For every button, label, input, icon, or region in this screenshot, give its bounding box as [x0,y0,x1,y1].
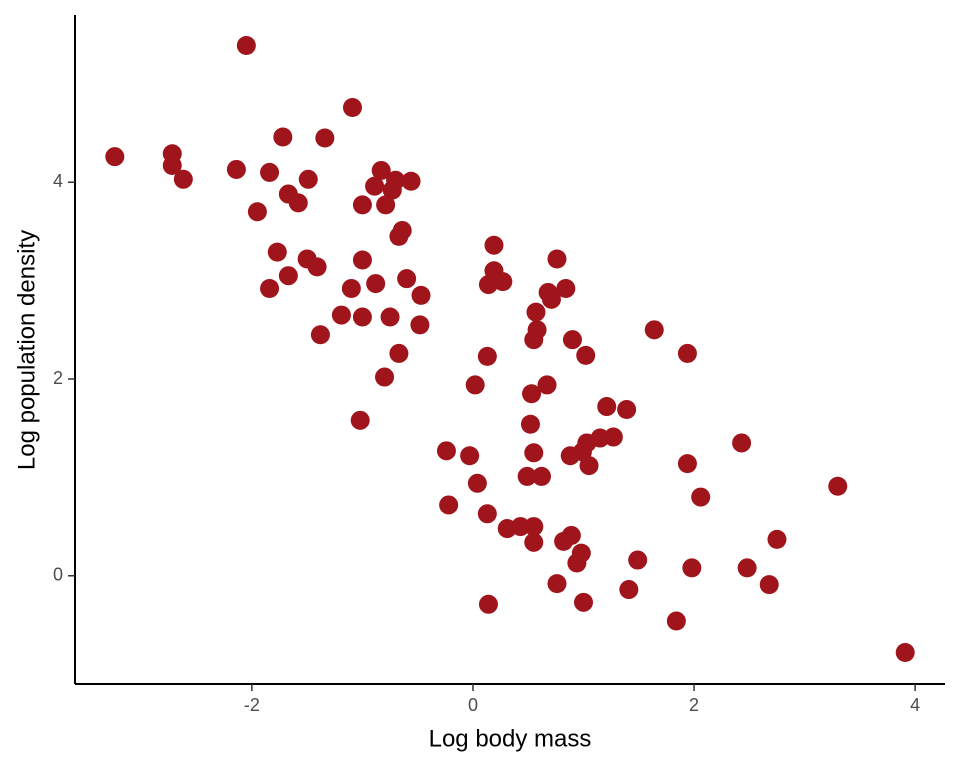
point [759,575,779,595]
point [524,517,544,537]
point [541,289,561,309]
point [410,315,430,335]
point [644,320,664,340]
point [526,302,546,322]
point [226,159,246,179]
point [247,202,267,222]
point [389,226,409,246]
point [376,195,396,215]
point [532,466,552,486]
point [767,529,787,549]
point [465,375,485,395]
point [288,193,308,213]
point [677,454,697,474]
point [236,35,256,55]
point [331,305,351,325]
point [666,611,686,631]
y-tick-label: 2 [53,368,63,388]
point [173,169,193,189]
point [315,128,335,148]
point [460,446,480,466]
x-axis-title: Log body mass [429,725,592,752]
point [307,257,327,277]
point [732,433,752,453]
point [105,147,125,167]
point [477,504,497,524]
point [597,397,617,417]
point [493,272,513,292]
point [397,269,417,289]
point [260,162,280,182]
point [574,592,594,612]
point [556,279,576,299]
point [517,466,537,486]
point [691,487,711,507]
point [511,517,531,537]
point [737,558,757,578]
point [352,195,372,215]
point [342,97,362,117]
point [366,274,386,294]
point [478,275,498,295]
point [401,171,421,191]
point [567,553,587,573]
point [617,400,637,420]
point [375,367,395,387]
point [547,574,567,594]
point [520,414,540,434]
point [522,384,542,404]
point [467,473,487,493]
point [310,325,330,345]
point [352,250,372,270]
point [341,279,361,299]
point [828,476,848,496]
x-tick-label: 0 [468,695,478,715]
point [524,443,544,463]
point [560,446,580,466]
point [260,279,280,299]
point [371,160,391,180]
point [484,235,504,255]
point [273,127,293,147]
point [524,330,544,350]
point [478,594,498,614]
point [389,343,409,363]
point [382,180,402,200]
point [365,176,385,196]
point [298,169,318,189]
point [352,307,372,327]
y-axis-title: Log population density [13,230,40,470]
x-tick-label: 2 [689,695,699,715]
point [562,330,582,350]
y-tick-label: 4 [53,171,63,191]
point [162,156,182,176]
point [554,531,574,551]
point [524,532,544,552]
point [477,346,497,366]
point [278,266,298,286]
point [380,307,400,327]
point [579,456,599,476]
point [537,375,557,395]
point [439,495,459,515]
x-tick-label: 4 [910,695,920,715]
point [436,441,456,461]
y-tick-label: 0 [53,565,63,585]
x-tick-label: -2 [244,695,260,715]
point [576,345,596,365]
point [682,558,702,578]
point [603,427,623,447]
point [267,242,287,262]
point [628,550,648,570]
point [677,343,697,363]
point [619,580,639,600]
point [547,249,567,269]
point [350,410,370,430]
point [895,643,915,663]
point [411,285,431,305]
